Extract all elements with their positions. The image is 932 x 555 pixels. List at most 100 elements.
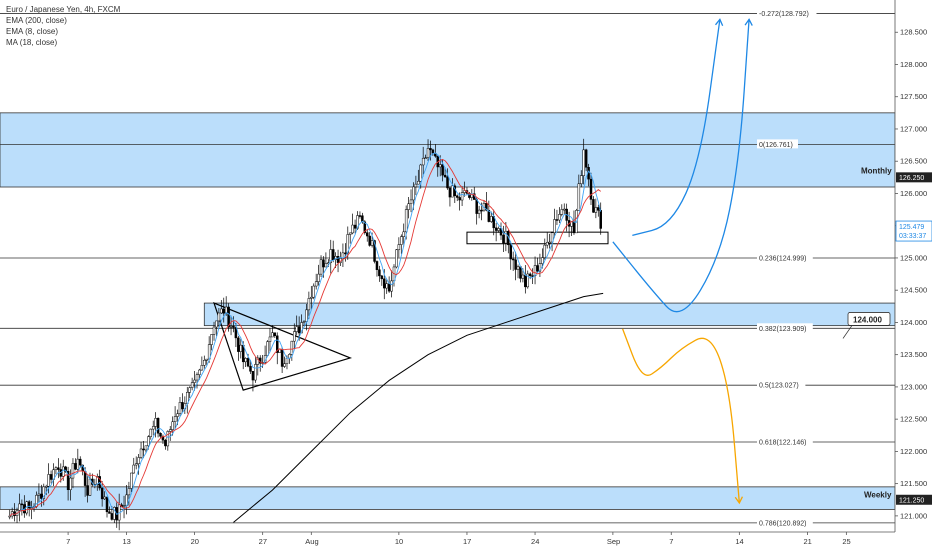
candle [365, 232, 369, 237]
candle [212, 326, 216, 335]
candle [368, 235, 371, 246]
candle [132, 464, 136, 474]
price-tick-label: 121.500 [900, 479, 927, 488]
monthly-price-label: 126.250 [899, 175, 924, 182]
candle [18, 503, 21, 511]
projection-path [612, 19, 750, 313]
candle [592, 199, 595, 213]
time-tick-label: 14 [735, 537, 743, 546]
candle [44, 486, 48, 488]
zone-callout-box [847, 312, 891, 326]
candle [278, 349, 281, 353]
candle [458, 197, 461, 201]
candle [122, 505, 126, 507]
candle [312, 285, 315, 298]
candle [276, 335, 279, 353]
candle [88, 478, 92, 496]
candle [545, 242, 549, 246]
zone-callout-label: 124.000 [853, 315, 882, 324]
candle [300, 322, 303, 334]
candle [79, 458, 82, 466]
fib-level-label: -0.272(128.792) [759, 11, 809, 18]
candle [96, 476, 99, 485]
candle [130, 472, 133, 489]
indicator-ema200: EMA (200, close) [6, 16, 67, 25]
candle [395, 249, 398, 268]
candle [302, 321, 306, 323]
candle [205, 358, 208, 361]
projection-arrowhead [744, 18, 753, 26]
candle [54, 467, 58, 471]
candle [149, 428, 153, 437]
price-tick-label: 122.500 [900, 415, 927, 424]
price-tick-label: 128.000 [900, 60, 927, 69]
time-tick-label: 13 [122, 537, 130, 546]
candle [105, 496, 109, 513]
fib-label-bg [757, 139, 798, 149]
candle [407, 203, 410, 210]
fib-level-label: 0.618(122.146) [759, 439, 806, 446]
weekly-price-badge [896, 494, 932, 505]
candle [147, 436, 150, 447]
candle [524, 274, 527, 288]
price-tick-label: 121.000 [900, 511, 927, 520]
candle [383, 278, 386, 289]
candle [307, 298, 311, 311]
candle [86, 485, 89, 496]
candle [426, 148, 430, 158]
ema8-line [9, 152, 602, 517]
candle [200, 365, 204, 371]
candle [159, 433, 162, 437]
candle [511, 258, 515, 261]
candle [176, 413, 179, 417]
candle [285, 357, 289, 364]
price-tick-label: 123.500 [900, 350, 927, 359]
time-tick-label: 21 [803, 537, 811, 546]
candle [37, 493, 41, 496]
time-axis-bg [0, 532, 932, 550]
candle [516, 266, 520, 270]
candle [560, 209, 564, 215]
candle [443, 174, 447, 178]
time-tick-label: 7 [669, 537, 673, 546]
candle [580, 175, 583, 185]
projection-arrowhead [714, 18, 724, 27]
candle [69, 477, 72, 491]
candle [251, 371, 255, 381]
candle [446, 176, 449, 189]
candle [210, 334, 213, 345]
price-tick-label: 127.500 [900, 92, 927, 101]
candle [344, 252, 347, 255]
candle [480, 209, 483, 212]
candle [198, 369, 201, 375]
candle [168, 429, 172, 432]
candle [363, 221, 367, 233]
candle [246, 358, 250, 367]
candle [100, 487, 104, 500]
candle [519, 266, 522, 279]
candle [190, 382, 194, 388]
candle [71, 463, 75, 479]
consolidation-box [466, 231, 609, 245]
candle [385, 283, 388, 289]
candle [178, 402, 182, 414]
fib-level-label: 0.5(123.027) [759, 383, 799, 390]
candle [188, 387, 191, 393]
candle [572, 221, 576, 234]
fib-label-bg [757, 436, 813, 446]
candle [295, 326, 298, 332]
candle [463, 190, 466, 193]
candle [558, 214, 561, 221]
candle [589, 178, 593, 200]
price-tick-label: 122.000 [900, 447, 927, 456]
candle [314, 281, 318, 287]
ema200-line [233, 292, 604, 523]
candle [375, 261, 379, 270]
candle [448, 187, 452, 198]
candle [151, 426, 155, 430]
candle [280, 349, 284, 367]
candle [353, 224, 357, 229]
candle [293, 331, 296, 342]
